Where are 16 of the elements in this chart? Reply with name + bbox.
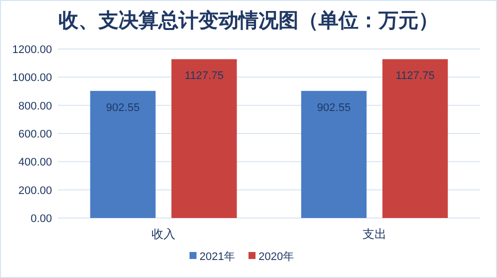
y-tick-label: 600.00 <box>18 128 52 140</box>
y-tick-label: 1200.00 <box>12 44 52 56</box>
data-label: 902.55 <box>317 102 351 114</box>
x-tick-label: 收入 <box>152 227 176 241</box>
data-label: 1127.75 <box>184 70 224 82</box>
x-tick-label: 支出 <box>362 227 386 241</box>
data-label: 1127.75 <box>396 70 435 82</box>
legend-label: 2020年 <box>258 251 294 263</box>
y-tick-label: 1000.00 <box>12 72 52 84</box>
y-tick-label: 400.00 <box>18 156 52 169</box>
chart-title: 收、支决算总计变动情况图（单位：万元） <box>58 9 438 32</box>
y-tick-label: 200.00 <box>18 184 52 197</box>
legend-label: 2021年 <box>200 251 235 263</box>
y-tick-label: 0.00 <box>30 213 52 225</box>
y-tick-label: 800.00 <box>18 100 52 112</box>
data-label: 902.55 <box>106 102 140 114</box>
